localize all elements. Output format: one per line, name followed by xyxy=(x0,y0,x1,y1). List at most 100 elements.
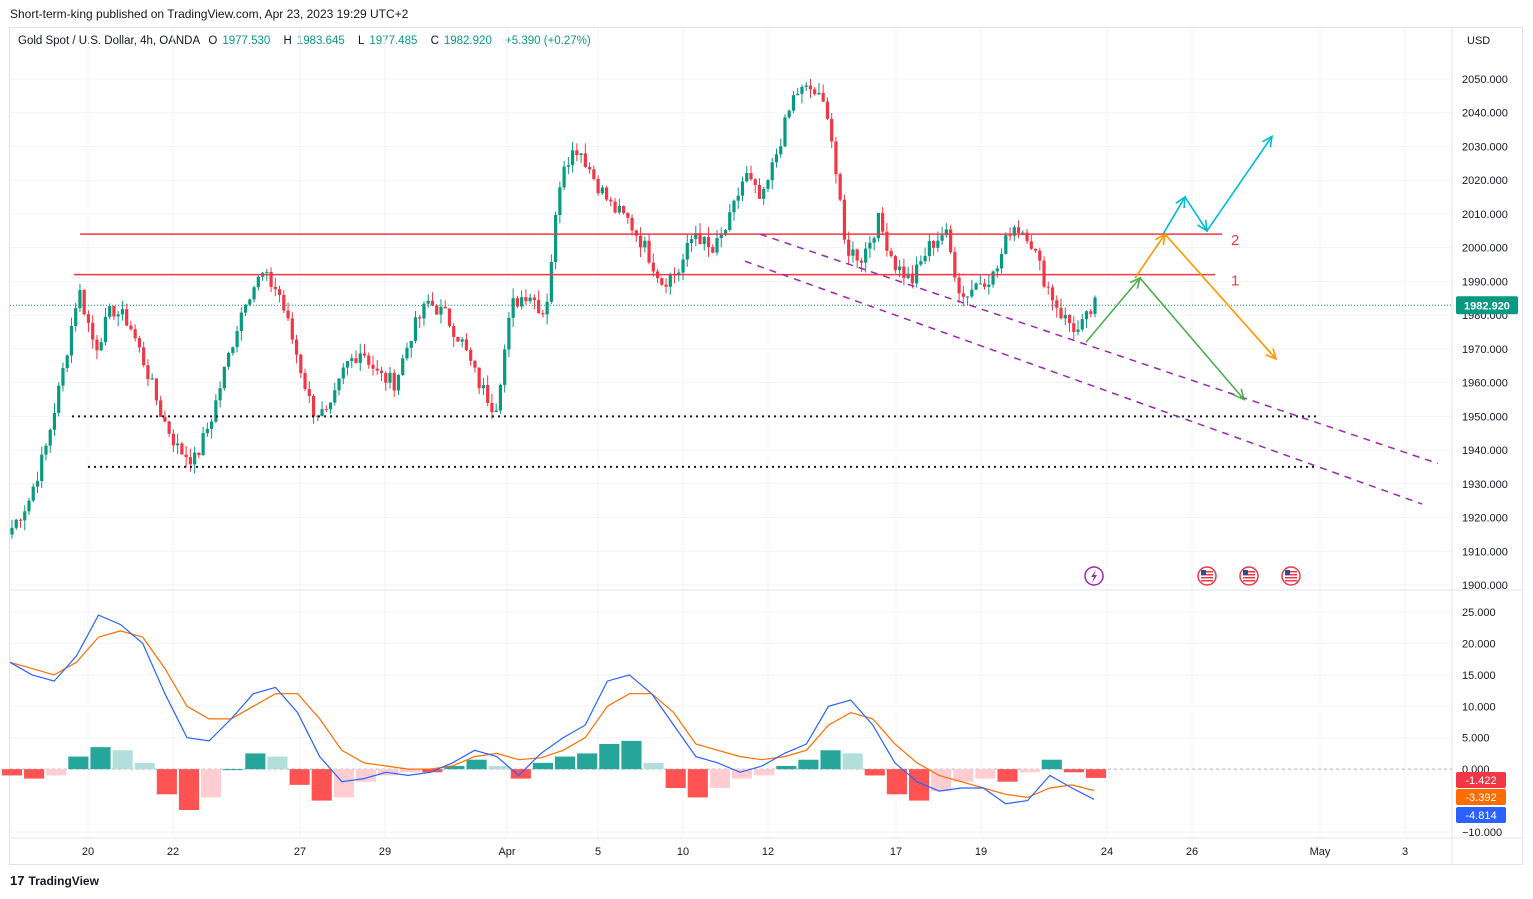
macd-histogram-bar xyxy=(709,769,730,788)
price-tick-label: 1910.000 xyxy=(1462,546,1508,558)
candle xyxy=(1063,307,1067,326)
macd-histogram-bar xyxy=(1019,769,1040,773)
candle xyxy=(171,429,175,453)
candle-body xyxy=(273,286,277,290)
candle xyxy=(176,433,180,455)
candle xyxy=(524,289,528,305)
candle-body xyxy=(367,355,371,365)
macd-pane[interactable] xyxy=(1,614,1452,810)
candle-body xyxy=(617,206,621,213)
candle xyxy=(804,81,808,91)
candle-body xyxy=(396,375,401,391)
candle xyxy=(273,277,277,297)
macd-histogram-bar xyxy=(46,769,67,776)
candle-body xyxy=(541,313,545,315)
candle xyxy=(511,288,515,327)
price-tick-label: 1920.000 xyxy=(1462,513,1508,525)
candle xyxy=(31,483,35,503)
candle-body xyxy=(600,187,604,194)
candle xyxy=(371,355,375,376)
candle xyxy=(757,178,762,199)
candle-body xyxy=(719,234,723,239)
candle xyxy=(902,258,906,286)
candle-body xyxy=(825,101,830,119)
candle xyxy=(600,185,604,195)
candle xyxy=(711,244,715,254)
candle-body xyxy=(14,519,18,528)
candle-body xyxy=(715,238,719,253)
candle-body xyxy=(311,395,316,417)
candle-body xyxy=(668,274,672,287)
flag-stripe xyxy=(1243,571,1255,573)
candle xyxy=(197,452,201,459)
candle xyxy=(503,344,507,393)
candle xyxy=(847,231,851,264)
candle-body xyxy=(27,500,31,512)
macd-histogram-bar xyxy=(975,769,996,779)
candle xyxy=(774,148,779,168)
candle-body xyxy=(456,336,460,342)
candle-body xyxy=(987,284,991,287)
time-tick-label: 22 xyxy=(167,846,179,858)
candle xyxy=(1016,220,1021,239)
candle xyxy=(528,293,532,304)
candle xyxy=(193,446,197,474)
candle xyxy=(464,333,469,352)
candle-body xyxy=(681,259,685,273)
candle xyxy=(855,248,859,269)
candle-body xyxy=(341,367,345,379)
candle-body xyxy=(566,165,570,167)
candle xyxy=(910,265,914,289)
candle xyxy=(507,311,511,358)
candle xyxy=(732,199,736,221)
candle xyxy=(116,310,120,327)
candle xyxy=(736,187,740,209)
candle xyxy=(99,337,103,352)
candle-body xyxy=(358,353,362,363)
candle-body xyxy=(859,260,864,263)
candle-body xyxy=(643,240,647,248)
flag-stripe xyxy=(1201,577,1213,579)
tradingview-logo[interactable]: 17 TradingView xyxy=(10,873,99,888)
candle-body xyxy=(460,339,464,342)
candle xyxy=(159,395,163,417)
symbol-title[interactable]: Gold Spot / U.S. Dollar, 4h, OANDA xyxy=(18,35,201,47)
candle-body xyxy=(520,297,524,307)
candle xyxy=(218,381,222,408)
drawings[interactable] xyxy=(744,134,1439,505)
candle xyxy=(333,382,337,406)
candle xyxy=(1089,308,1093,318)
macd-histogram-bar xyxy=(134,762,155,770)
candle xyxy=(562,160,566,191)
resistance-label: 2 xyxy=(1231,232,1239,249)
candle-body xyxy=(35,480,40,487)
candle-body xyxy=(749,173,753,180)
candle-body xyxy=(1063,314,1067,319)
candle xyxy=(184,446,188,468)
candle-body xyxy=(1093,297,1097,314)
candle-body xyxy=(889,250,893,257)
candle xyxy=(18,518,23,528)
flag-stripe xyxy=(1201,580,1213,582)
candle xyxy=(125,303,129,327)
candle-body xyxy=(371,364,375,369)
candle-body xyxy=(464,339,469,350)
candle-body xyxy=(723,230,728,235)
candle-body xyxy=(575,150,579,156)
candle-body xyxy=(320,409,324,416)
us-flag-icon xyxy=(1197,566,1217,586)
horizontal-lines[interactable]: 21 xyxy=(72,232,1318,468)
candle xyxy=(723,229,728,237)
macd-histogram-bar xyxy=(422,769,443,773)
candle-body xyxy=(528,297,532,302)
price-pane[interactable] xyxy=(10,78,1452,586)
macd-histogram-bar xyxy=(223,769,244,771)
candle xyxy=(1004,232,1008,255)
candle xyxy=(681,253,685,281)
macd-histogram-bar xyxy=(267,756,288,770)
candle xyxy=(91,315,95,349)
candle-body xyxy=(328,402,333,410)
macd-histogram-bar xyxy=(444,766,465,770)
macd-histogram-bar xyxy=(621,740,642,770)
